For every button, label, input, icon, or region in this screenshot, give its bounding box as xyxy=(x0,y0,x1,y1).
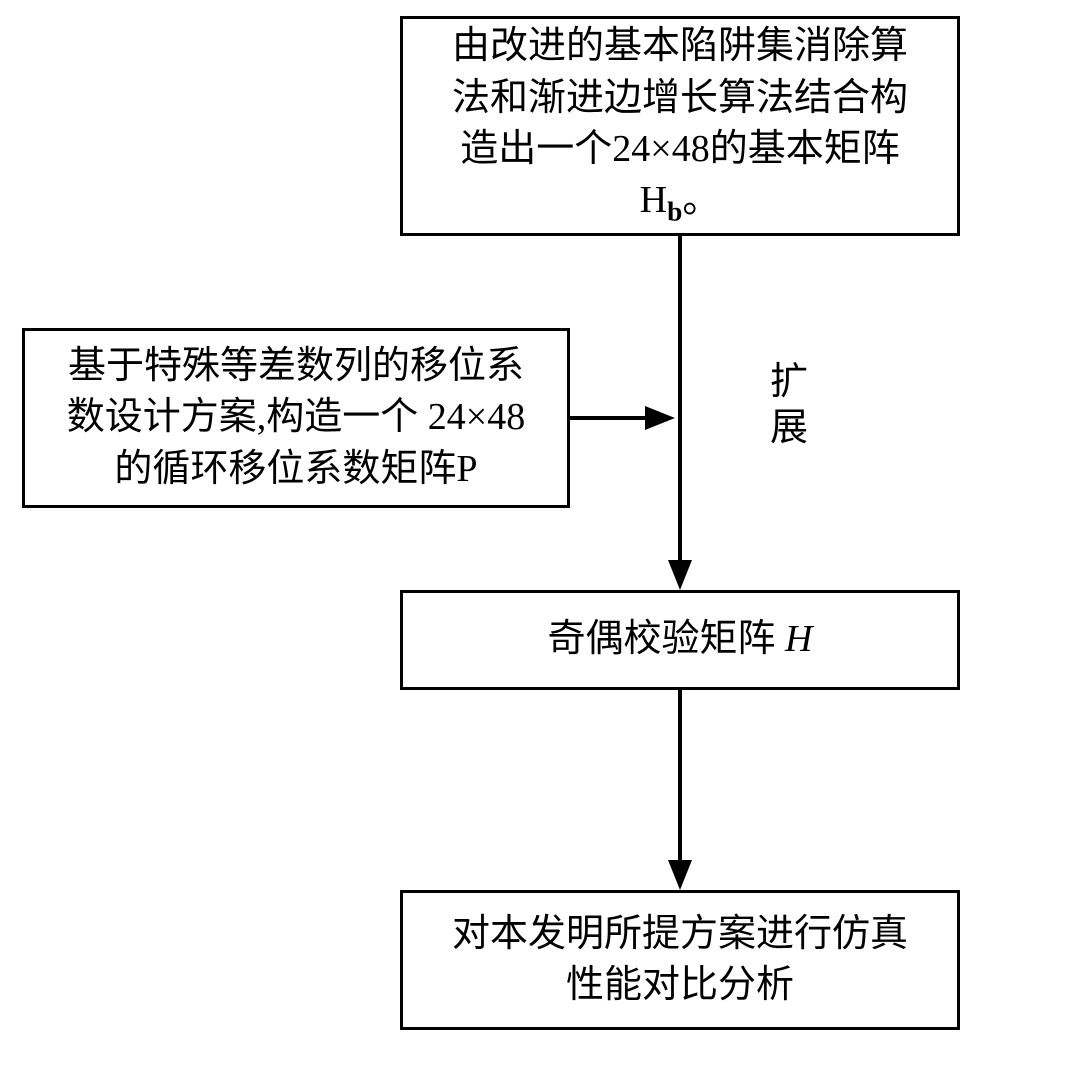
char1: 扩 xyxy=(770,361,808,403)
node-text: 奇偶校验矩阵 H xyxy=(415,614,945,665)
node-text: 基于特殊等差数列的移位系 数设计方案,构造一个 24×48 的循环移位系数矩阵P xyxy=(37,341,555,495)
line4: H xyxy=(640,179,667,221)
line3: 的循环移位系数矩阵P xyxy=(114,448,477,490)
line2: 法和渐进边增长算法结合构 xyxy=(452,77,908,119)
flowchart-canvas: 由改进的基本陷阱集消除算 法和渐进边增长算法结合构 造出一个24×48的基本矩阵… xyxy=(0,0,1072,1072)
node-simulation: 对本发明所提方案进行仿真 性能对比分析 xyxy=(400,890,960,1030)
subscript: b xyxy=(667,197,682,227)
line2: 性能对比分析 xyxy=(566,964,794,1006)
italic-H: H xyxy=(785,618,812,660)
prefix: 奇偶校验矩阵 xyxy=(548,618,786,660)
node-base-matrix: 由改进的基本陷阱集消除算 法和渐进边增长算法结合构 造出一个24×48的基本矩阵… xyxy=(400,16,960,236)
suffix: 。 xyxy=(682,179,720,221)
line2: 数设计方案,构造一个 24×48 xyxy=(67,396,525,438)
line1: 基于特殊等差数列的移位系 xyxy=(68,345,524,387)
label-expand: 扩 展 xyxy=(770,360,808,451)
node-shift-matrix: 基于特殊等差数列的移位系 数设计方案,构造一个 24×48 的循环移位系数矩阵P xyxy=(22,328,570,508)
line3: 造出一个24×48的基本矩阵 xyxy=(460,128,899,170)
line1: 由改进的基本陷阱集消除算 xyxy=(452,25,908,67)
node-text: 由改进的基本陷阱集消除算 法和渐进边增长算法结合构 造出一个24×48的基本矩阵… xyxy=(415,21,945,230)
node-parity-matrix: 奇偶校验矩阵 H xyxy=(400,590,960,690)
char2: 展 xyxy=(770,407,808,449)
node-text: 对本发明所提方案进行仿真 性能对比分析 xyxy=(415,909,945,1012)
line1: 对本发明所提方案进行仿真 xyxy=(452,913,908,955)
